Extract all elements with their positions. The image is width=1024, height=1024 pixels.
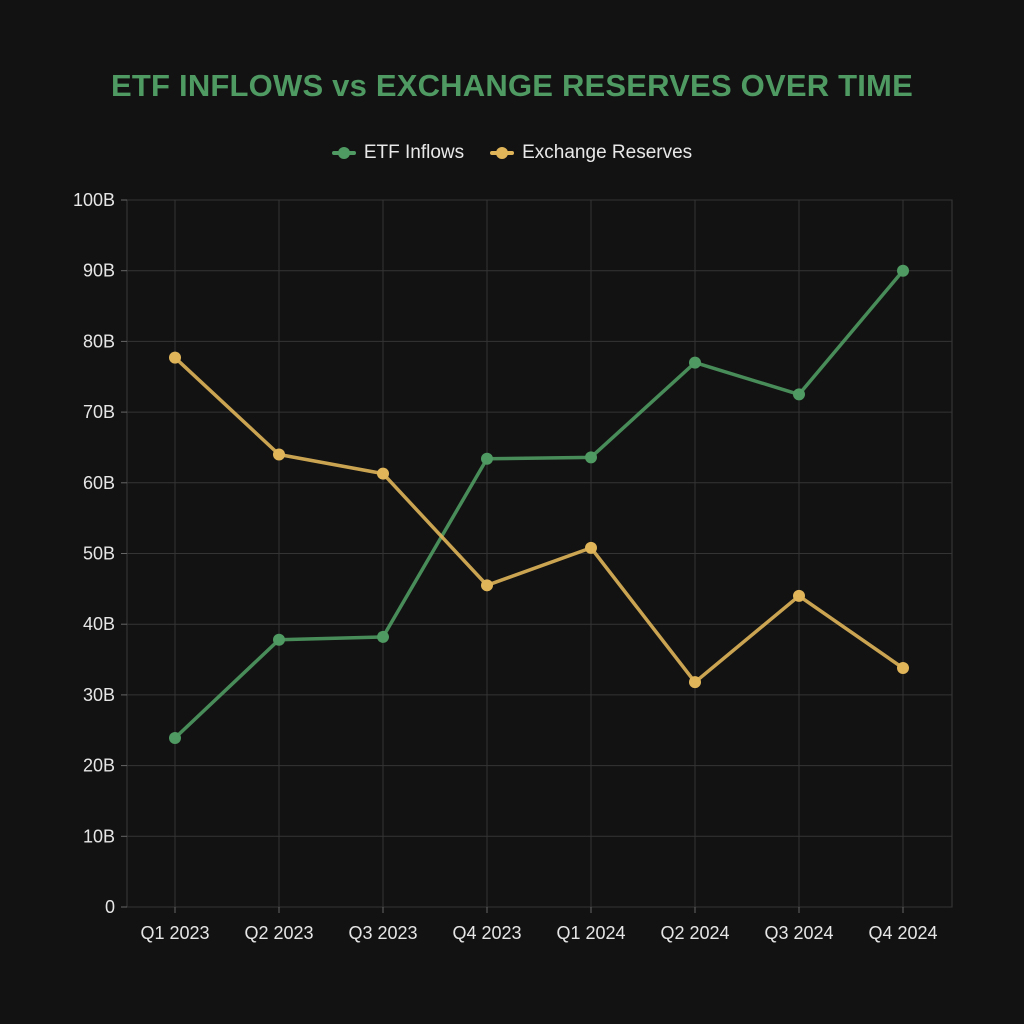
data-point: [273, 448, 285, 461]
y-tick-label: 40B: [83, 614, 115, 634]
data-point: [169, 351, 181, 364]
y-tick-label: 80B: [83, 331, 115, 351]
legend-item-exchange-reserves[interactable]: Exchange Reserves: [490, 142, 692, 164]
y-tick-label: 90B: [83, 261, 115, 281]
legend-label: ETF Inflows: [363, 142, 465, 163]
y-tick-label: 10B: [83, 826, 115, 846]
data-point: [689, 676, 701, 689]
y-tick-label: 0: [105, 897, 115, 917]
x-tick-label: Q4 2023: [452, 923, 521, 943]
data-point: [793, 589, 805, 602]
legend-label: Exchange Reserves: [522, 142, 693, 163]
x-tick-label: Q3 2023: [348, 923, 417, 943]
data-point: [793, 388, 805, 401]
y-tick-label: 30B: [83, 685, 115, 705]
data-point: [897, 662, 909, 675]
y-tick-label: 50B: [83, 544, 115, 564]
legend-marker-icon: [331, 147, 356, 159]
y-tick-label: 60B: [83, 473, 115, 493]
legend-marker-icon: [490, 147, 515, 159]
y-tick-label: 100B: [73, 190, 115, 210]
series-line: [173, 356, 904, 684]
series-exchange-reserves: [169, 351, 909, 689]
data-point: [273, 633, 285, 646]
x-tick-label: Q1 2023: [140, 923, 209, 943]
x-tick-label: Q2 2024: [660, 923, 729, 943]
data-point: [897, 264, 909, 277]
y-tick-label: 70B: [83, 402, 115, 422]
x-tick-label: Q4 2024: [868, 923, 937, 943]
legend-item-etf-inflows[interactable]: ETF Inflows: [331, 142, 465, 164]
series-etf-inflows: [169, 264, 909, 745]
x-tick-label: Q3 2024: [764, 923, 833, 943]
data-point: [481, 579, 493, 592]
data-point: [169, 732, 181, 745]
chart-title: ETF INFLOWS vs EXCHANGE RESERVES OVER TI…: [111, 68, 913, 103]
data-point: [585, 541, 597, 554]
x-tick-label: Q2 2023: [244, 923, 313, 943]
data-point: [585, 451, 597, 464]
legend: ETF Inflows Exchange Reserves: [0, 142, 1024, 164]
y-tick-label: 20B: [83, 756, 115, 776]
data-point: [481, 452, 493, 465]
data-point: [377, 467, 389, 480]
data-point: [689, 356, 701, 369]
data-point: [377, 630, 389, 643]
series-line: [173, 269, 905, 740]
x-tick-label: Q1 2024: [556, 923, 625, 943]
